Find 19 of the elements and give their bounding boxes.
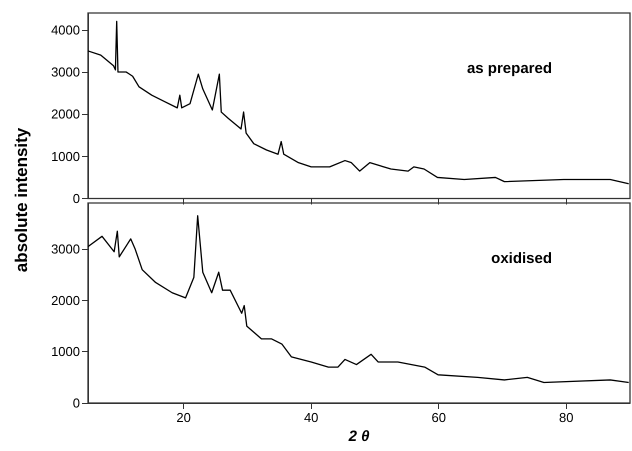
- x-tick-label: 80: [559, 410, 574, 425]
- y-tick-label: 3000: [51, 64, 80, 80]
- x-tick-label: 60: [431, 410, 446, 425]
- y-tick-label: 1000: [51, 148, 80, 164]
- annotation: as prepared: [466, 60, 552, 77]
- x-tick-label: 20: [176, 410, 191, 425]
- y-tick-label: 3000: [51, 242, 80, 257]
- x-axis-title: 2 θ: [348, 428, 370, 445]
- y-tick-label: 0: [72, 191, 80, 206]
- y-axis-title: absolute intensity: [12, 128, 32, 272]
- y-tick-label: 2000: [51, 106, 80, 122]
- line-series: [87, 215, 630, 384]
- y-tick-label: 1000: [51, 344, 80, 360]
- annotation: oxidised: [491, 250, 552, 267]
- y-tick-label: 0: [72, 396, 80, 410]
- line-series: [87, 20, 630, 184]
- x-tick-label: 40: [304, 410, 318, 425]
- y-tick-label: 4000: [51, 22, 80, 38]
- y-tick-label: 2000: [51, 292, 80, 308]
